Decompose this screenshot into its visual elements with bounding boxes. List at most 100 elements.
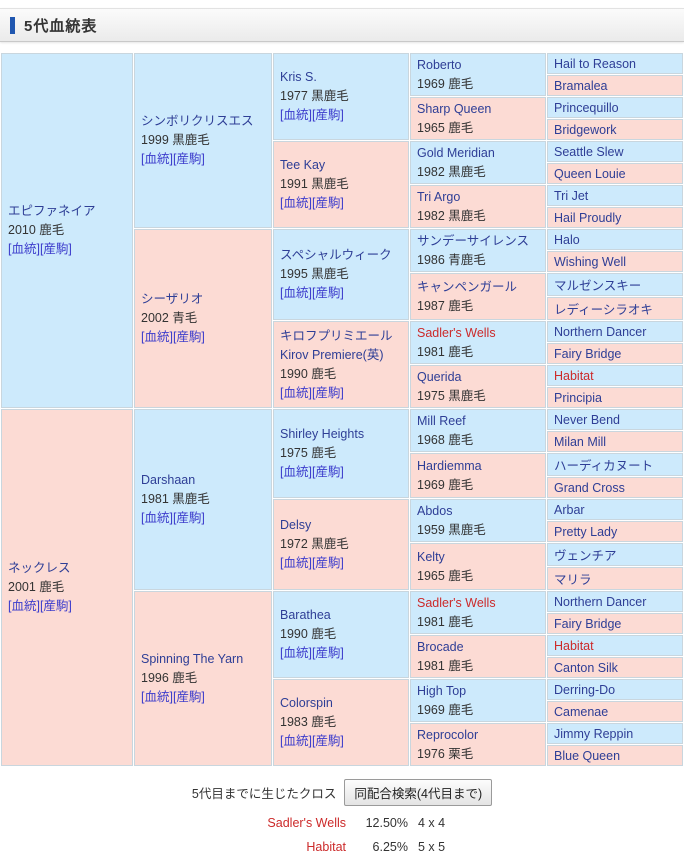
blood-link[interactable]: [血統] (8, 599, 40, 613)
horse-name-link[interactable]: Sadler's Wells (417, 325, 496, 340)
horse-name-link[interactable]: Hail to Reason (554, 56, 636, 71)
cell-gen5: Habitat (547, 365, 683, 386)
horse-name-link[interactable]: エピファネイア (8, 204, 96, 218)
offspring-link[interactable]: [産駒] (311, 556, 344, 570)
horse-name-link[interactable]: Northern Dancer (554, 594, 647, 609)
horse-name-link[interactable]: Bramalea (554, 78, 608, 93)
horse-name-link[interactable]: Kelty (417, 549, 445, 564)
horse-name-link[interactable]: Milan Mill (554, 434, 607, 449)
same-mating-search-button[interactable]: 同配合検索(4代目まで) (344, 779, 493, 806)
horse-name-link[interactable]: Principia (554, 390, 602, 405)
blood-link[interactable]: [血統] (141, 152, 173, 166)
offspring-link[interactable]: [産駒] (172, 690, 205, 704)
horse-name-link[interactable]: Barathea (280, 608, 331, 622)
horse-name-link[interactable]: Bridgework (554, 122, 617, 137)
horse-name-link[interactable]: Darshaan (141, 473, 196, 487)
offspring-link[interactable]: [産駒] (39, 599, 72, 613)
horse-name-link[interactable]: Gold Meridian (417, 145, 495, 160)
horse-name-link[interactable]: ネックレス (8, 561, 71, 575)
cross-horse-link[interactable]: Sadler's Wells (267, 816, 346, 830)
horse-year-coat: 1996 鹿毛 (141, 671, 198, 685)
horse-name-link[interactable]: Sharp Queen (417, 101, 492, 116)
horse-name-link[interactable]: Mill Reef (417, 413, 466, 428)
horse-name-link[interactable]: サンデーサイレンス (417, 233, 530, 248)
horse-name-link[interactable]: シーザリオ (141, 292, 204, 306)
horse-name-link[interactable]: レディーシラオキ (554, 303, 653, 317)
horse-name-link[interactable]: マリラ (554, 573, 592, 587)
horse-name-link[interactable]: Habitat (554, 638, 594, 653)
horse-name-link[interactable]: Fairy Bridge (554, 346, 622, 361)
horse-name-link[interactable]: Tri Argo (417, 189, 461, 204)
horse-name-link[interactable]: Tri Jet (554, 188, 589, 203)
horse-name-link[interactable]: Seattle Slew (554, 144, 624, 159)
horse-name-link[interactable]: Jimmy Reppin (554, 726, 634, 741)
horse-name-link[interactable]: Northern Dancer (554, 324, 647, 339)
blood-link[interactable]: [血統] (141, 511, 173, 525)
horse-name-link[interactable]: Canton Silk (554, 660, 618, 675)
horse-name-link[interactable]: Colorspin (280, 696, 333, 710)
horse-name-link[interactable]: Never Bend (554, 412, 621, 427)
blood-link[interactable]: [血統] (141, 690, 173, 704)
horse-name-link[interactable]: Derring-Do (554, 682, 616, 697)
offspring-link[interactable]: [産駒] (172, 511, 205, 525)
pedigree-row: Sharp Queen 1965 鹿毛 Princequillo (1, 97, 683, 140)
horse-name-link[interactable]: Shirley Heights (280, 427, 365, 441)
horse-name-link-en[interactable]: Kirov Premiere(英) (280, 347, 384, 362)
blood-link[interactable]: [血統] (280, 286, 312, 300)
horse-name-link[interactable]: ヴェンチア (554, 549, 617, 563)
horse-name-link[interactable]: Habitat (554, 368, 594, 383)
horse-name-link[interactable]: Reprocolor (417, 727, 479, 742)
blood-link[interactable]: [血統] (141, 330, 173, 344)
blood-link[interactable]: [血統] (280, 734, 312, 748)
blood-link[interactable]: [血統] (280, 196, 312, 210)
horse-name-link[interactable]: キロフプリミエール (280, 328, 393, 343)
horse-name-link[interactable]: Abdos (417, 503, 453, 518)
offspring-link[interactable]: [産駒] (311, 286, 344, 300)
blood-link[interactable]: [血統] (280, 646, 312, 660)
horse-name-link[interactable]: Sadler's Wells (417, 595, 496, 610)
blood-link[interactable]: [血統] (280, 556, 312, 570)
blood-link[interactable]: [血統] (280, 465, 312, 479)
horse-name-link[interactable]: Tee Kay (280, 158, 326, 172)
offspring-link[interactable]: [産駒] (311, 734, 344, 748)
offspring-link[interactable]: [産駒] (172, 330, 205, 344)
horse-name-link[interactable]: Queen Louie (554, 166, 626, 181)
horse-name-link[interactable]: スペシャルウィーク (280, 248, 392, 262)
horse-name-link[interactable]: マルゼンスキー (554, 279, 642, 293)
horse-name-link[interactable]: Spinning The Yarn (141, 652, 244, 666)
horse-name-link[interactable]: Arbar (554, 502, 585, 517)
blood-link[interactable]: [血統] (280, 108, 312, 122)
offspring-link[interactable]: [産駒] (311, 465, 344, 479)
horse-name-link[interactable]: Blue Queen (554, 748, 621, 763)
cell-gen5: Pretty Lady (547, 521, 683, 542)
offspring-link[interactable]: [産駒] (311, 108, 344, 122)
horse-name-link[interactable]: Kris S. (280, 70, 317, 84)
horse-name-link[interactable]: High Top (417, 683, 467, 698)
blood-link[interactable]: [血統] (280, 385, 312, 400)
horse-name-link[interactable]: Hardiemma (417, 458, 482, 473)
pedigree-row: Fairy Bridge (1, 343, 683, 364)
horse-name-link[interactable]: Delsy (280, 518, 312, 532)
horse-name-link[interactable]: Fairy Bridge (554, 616, 622, 631)
offspring-link[interactable]: [産駒] (39, 242, 72, 256)
horse-name-link[interactable]: Hail Proudly (554, 210, 622, 225)
horse-name-link[interactable]: Roberto (417, 57, 462, 72)
offspring-link[interactable]: [産駒] (172, 152, 205, 166)
horse-name-link[interactable]: Wishing Well (554, 254, 627, 269)
offspring-link[interactable]: [産駒] (311, 196, 344, 210)
horse-name-link[interactable]: ハーディカヌート (554, 459, 654, 473)
offspring-link[interactable]: [産駒] (311, 385, 344, 400)
horse-name-link[interactable]: キャンペンガール (417, 279, 518, 294)
horse-name-link[interactable]: Grand Cross (554, 480, 625, 495)
cross-horse-link[interactable]: Habitat (306, 840, 346, 854)
horse-name-link[interactable]: Princequillo (554, 100, 619, 115)
horse-name-link[interactable]: Camenae (554, 704, 609, 719)
horse-name-link[interactable]: Querida (417, 369, 462, 384)
horse-name-link[interactable]: Halo (554, 232, 580, 247)
offspring-link[interactable]: [産駒] (311, 646, 344, 660)
horse-name-link[interactable]: Brocade (417, 639, 464, 654)
horse-name-link[interactable]: シンボリクリスエス (141, 114, 254, 128)
cross-percent: 6.25% (372, 840, 408, 854)
blood-link[interactable]: [血統] (8, 242, 40, 256)
horse-name-link[interactable]: Pretty Lady (554, 524, 618, 539)
